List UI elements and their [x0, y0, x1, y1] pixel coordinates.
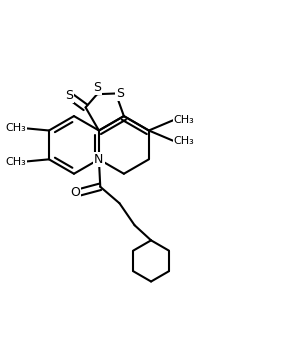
Text: CH₃: CH₃: [5, 157, 26, 167]
Text: S: S: [65, 89, 73, 102]
Text: N: N: [94, 153, 104, 166]
Text: S: S: [116, 87, 124, 100]
Text: CH₃: CH₃: [5, 123, 26, 133]
Text: CH₃: CH₃: [174, 115, 194, 125]
Text: S: S: [93, 81, 101, 94]
Text: O: O: [70, 186, 80, 199]
Text: CH₃: CH₃: [174, 136, 194, 146]
